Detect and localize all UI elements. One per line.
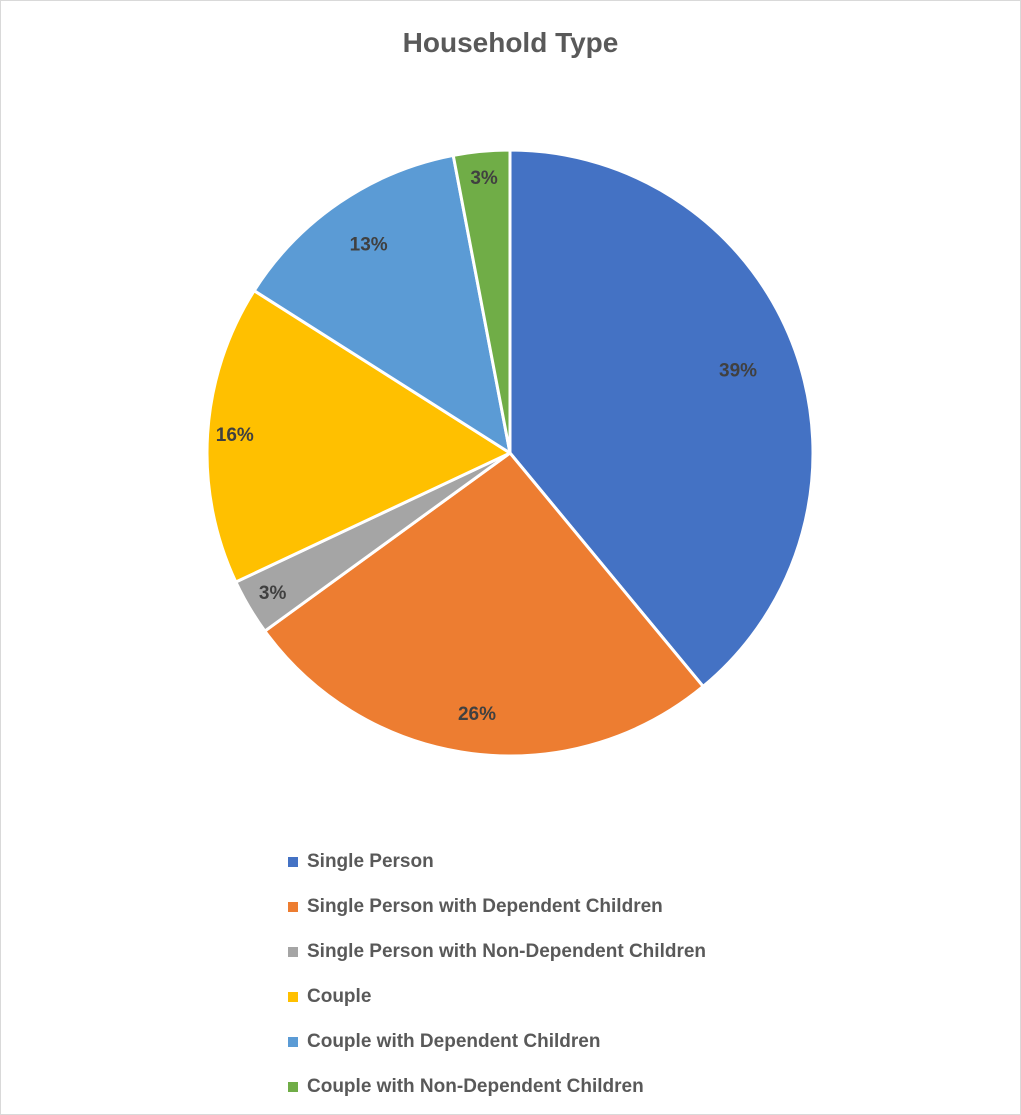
data-label-single-person: 39% <box>719 360 757 381</box>
pie-slice-single-person <box>508 148 815 688</box>
legend-item-single-person-with-dependent-children: Single Person with Dependent Children <box>288 884 706 929</box>
legend-label: Single Person with Non-Dependent Childre… <box>307 940 707 962</box>
legend-label: Couple with Dependent Children <box>307 1030 601 1052</box>
legend-item-single-person: Single Person <box>288 839 706 884</box>
legend-swatch <box>288 901 298 912</box>
legend-swatch <box>288 856 298 867</box>
legend-label: Couple <box>307 985 372 1007</box>
pie-slice-couple <box>205 289 512 584</box>
pie-slice-couple-with-dependent-children <box>252 153 512 455</box>
legend-label: Couple with Non-Dependent Children <box>307 1075 644 1097</box>
pie-slice-couple-with-non-dependent-children <box>451 148 512 455</box>
legend-label: Single Person <box>307 850 434 872</box>
legend-swatch <box>288 1081 298 1092</box>
pie-slice-single-person-with-dependent-children <box>263 451 705 758</box>
data-label-single-person-with-non-dependent-children: 3% <box>259 583 287 604</box>
chart-legend: Single Person Single Person with Dependen… <box>288 839 706 1109</box>
data-label-couple: 16% <box>216 425 254 446</box>
data-label-single-person-with-dependent-children: 26% <box>458 704 496 725</box>
legend-item-couple-with-non-dependent-children: Couple with Non-Dependent Children <box>288 1064 706 1109</box>
chart-title: Household Type <box>402 27 619 58</box>
legend-item-single-person-with-non-dependent-children: Single Person with Non-Dependent Childre… <box>288 929 706 974</box>
legend-item-couple-with-dependent-children: Couple with Dependent Children <box>288 1019 706 1064</box>
legend-label: Single Person with Dependent Children <box>307 895 663 917</box>
legend-item-couple: Couple <box>288 974 706 1019</box>
legend-swatch <box>288 1036 298 1047</box>
data-label-couple-with-non-dependent-children: 3% <box>470 168 498 189</box>
legend-swatch <box>288 946 298 957</box>
data-label-couple-with-dependent-children: 13% <box>350 234 388 255</box>
legend-swatch <box>288 991 298 1002</box>
